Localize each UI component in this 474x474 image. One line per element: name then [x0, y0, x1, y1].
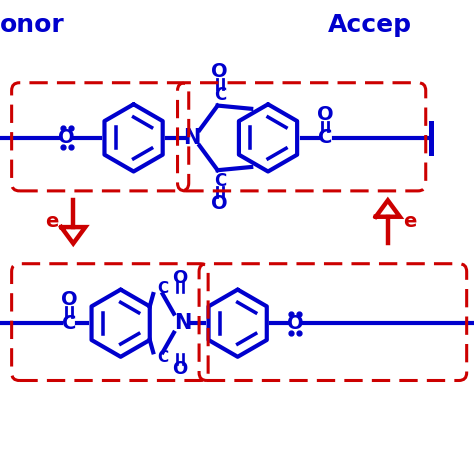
Text: O: O [58, 128, 75, 147]
Text: N: N [183, 128, 201, 148]
Text: O: O [173, 360, 188, 378]
Text: O: O [173, 269, 188, 287]
Text: C: C [157, 282, 169, 296]
Text: e: e [403, 212, 416, 231]
Text: C: C [62, 314, 76, 333]
Text: Accep: Accep [328, 13, 411, 37]
Text: O: O [211, 194, 228, 213]
Text: C: C [318, 128, 333, 147]
Text: O: O [317, 105, 334, 124]
Text: O: O [211, 63, 228, 82]
Text: N: N [174, 313, 191, 333]
Text: e: e [45, 212, 58, 231]
Text: C: C [214, 172, 226, 190]
Text: O: O [287, 314, 303, 333]
Text: O: O [61, 290, 77, 309]
Text: onor: onor [0, 13, 65, 37]
Text: C: C [157, 350, 169, 365]
Text: C: C [214, 86, 226, 104]
